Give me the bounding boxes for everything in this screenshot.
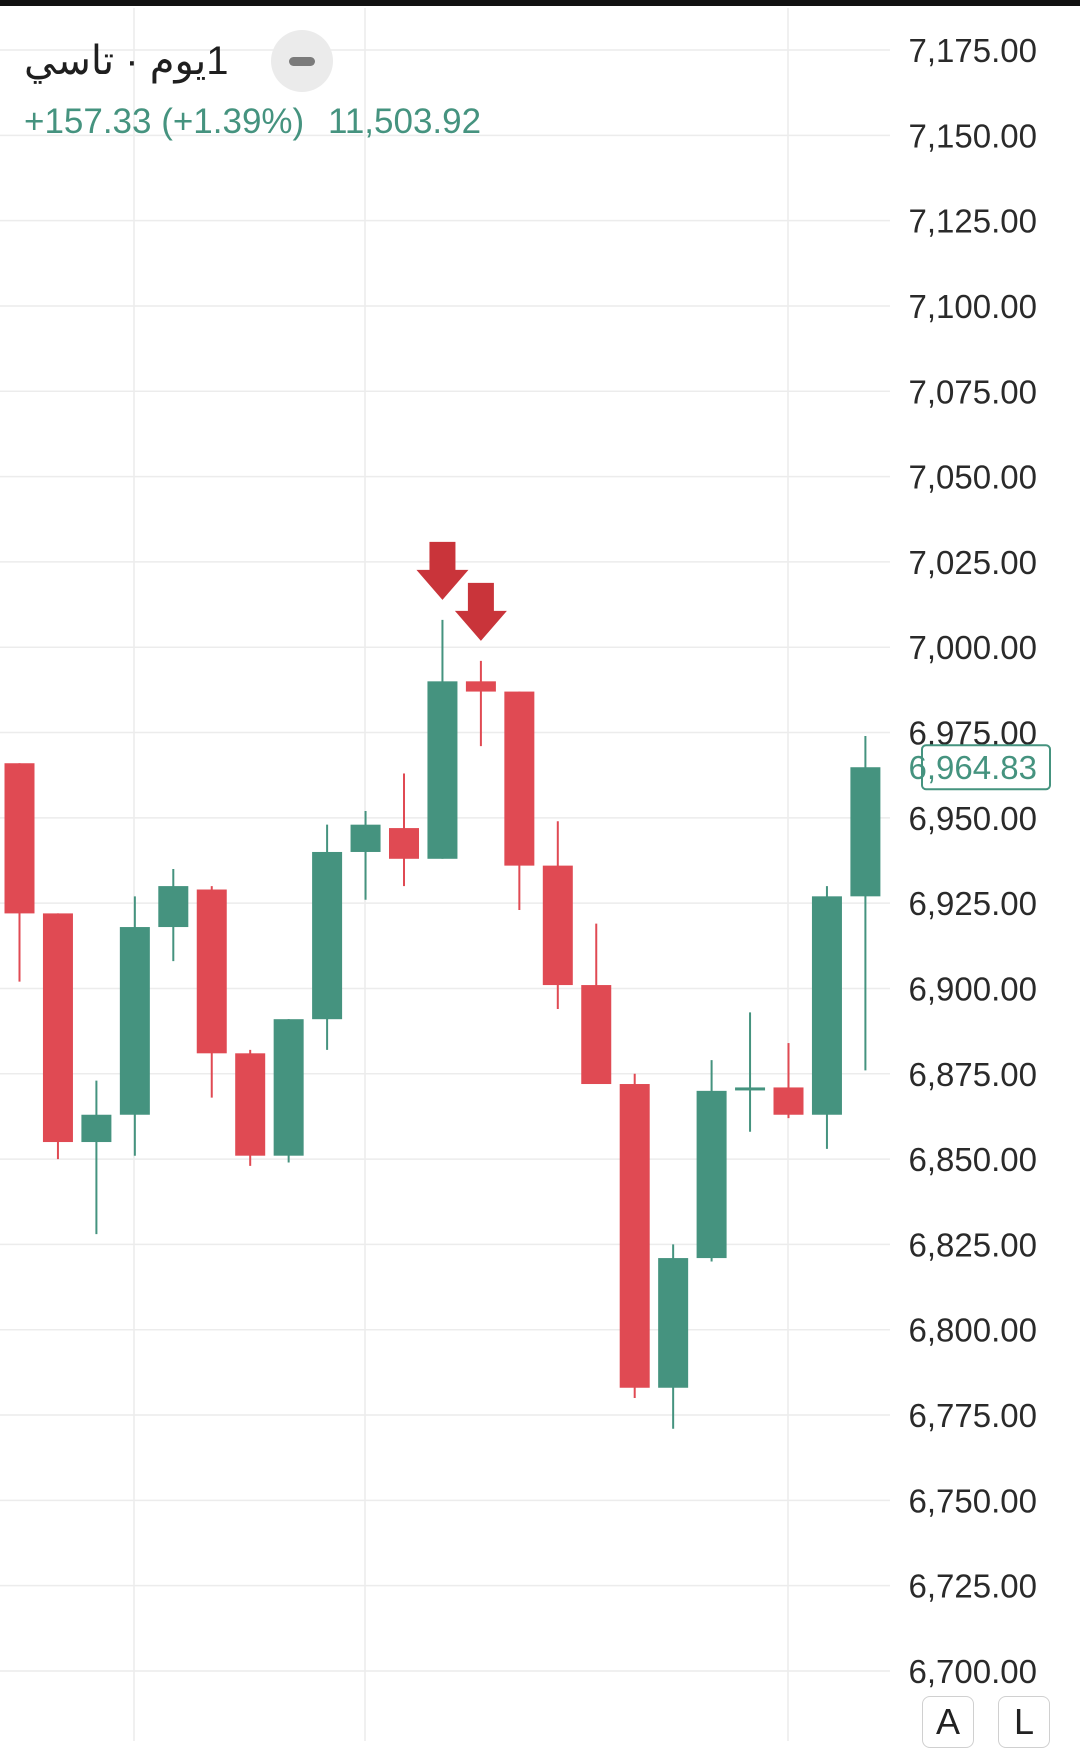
candles (4, 619, 881, 1429)
candle-body (581, 985, 612, 1085)
price-tick-label: 7,125.00 (909, 203, 1037, 240)
price-tick-label: 6,950.00 (909, 800, 1037, 837)
price-tick-label: 6,875.00 (909, 1056, 1037, 1093)
candle-body (619, 1084, 650, 1388)
candle (619, 1073, 650, 1398)
candle-body (542, 865, 573, 986)
price-tick-label: 6,750.00 (909, 1482, 1037, 1519)
price-axis[interactable]: 7,175.00 7,150.00 7,125.00 7,100.00 7,075.00… (909, 32, 1051, 1690)
price-tick-label: 7,100.00 (909, 288, 1037, 325)
candle (4, 763, 35, 982)
price-tick-label: 6,925.00 (909, 885, 1037, 922)
price-tick-label: 6,775.00 (909, 1397, 1037, 1434)
candle-body (850, 767, 881, 897)
candle-body (389, 828, 419, 859)
last-price-box (921, 744, 1051, 791)
candle (465, 660, 496, 747)
candle (696, 1060, 727, 1262)
price-tick-label: 6,700.00 (909, 1653, 1037, 1690)
candle (350, 811, 381, 900)
signal-arrows (416, 541, 507, 641)
candle (811, 886, 842, 1149)
candle (158, 869, 189, 962)
candle-body (158, 886, 189, 928)
minus-icon (288, 56, 315, 66)
candle-body (427, 681, 458, 859)
price-tick-label: 6,725.00 (909, 1568, 1037, 1605)
candle (773, 1043, 804, 1119)
candle (196, 886, 227, 1098)
candle-body (196, 889, 227, 1054)
last-value: 11,503.92 (327, 102, 482, 141)
candle-body (42, 913, 73, 1143)
auto-scale-button[interactable]: A (922, 1696, 974, 1748)
candle (235, 1049, 266, 1166)
candle (658, 1244, 689, 1429)
candle (504, 691, 535, 910)
candle (42, 913, 73, 1160)
candle-body (235, 1053, 266, 1156)
candle (119, 896, 150, 1156)
price-tick-label: 7,050.00 (909, 459, 1037, 496)
price-tick-label: 7,000.00 (909, 629, 1037, 666)
candle-body (119, 927, 150, 1115)
price-tick-label: 7,175.00 (909, 32, 1037, 69)
candle (735, 1012, 766, 1132)
candle-body (4, 763, 35, 914)
candle-body (773, 1087, 804, 1115)
candle (427, 619, 458, 859)
price-tick-label: 7,075.00 (909, 373, 1037, 410)
sell-signal-arrow-icon (416, 541, 469, 600)
candle (581, 923, 612, 1085)
last-price-label: 6,964.83 (909, 749, 1037, 786)
candle-body (273, 1019, 304, 1156)
candle-body (81, 1114, 112, 1143)
grid-lines (0, 8, 890, 1741)
price-change: +157.33 (+1.39%) (24, 102, 305, 141)
candle (542, 821, 573, 1009)
candle-body (696, 1090, 727, 1259)
candle-body (811, 896, 842, 1115)
change-row: +157.33 (+1.39%) 11,503.92 (24, 102, 495, 142)
candle-body (735, 1087, 766, 1091)
chart-title: 1يوم · تاسي (24, 39, 229, 83)
top-edge-bar (0, 0, 1080, 6)
price-tick-label: 7,150.00 (909, 117, 1037, 154)
candle (850, 735, 881, 1071)
collapse-button[interactable] (270, 30, 333, 92)
chart-header: 1يوم · تاسي +157.33 (+1.39%) 11,503.92 (24, 30, 495, 142)
sell-signal-arrow-icon (454, 582, 507, 641)
candle (81, 1080, 112, 1235)
candle (273, 1019, 304, 1163)
price-tick-label: 6,900.00 (909, 970, 1037, 1007)
price-tick-label: 6,850.00 (909, 1141, 1037, 1178)
price-tick-label: 6,800.00 (909, 1312, 1037, 1349)
candle-body (350, 824, 381, 852)
candle (389, 773, 419, 887)
candle-body (504, 691, 535, 866)
candle-body (312, 851, 343, 1020)
candle-body (465, 681, 496, 692)
price-tick-label: 7,025.00 (909, 544, 1037, 581)
log-scale-button[interactable]: L (998, 1696, 1050, 1748)
candle (312, 824, 343, 1050)
candle-body (658, 1258, 689, 1388)
price-tick-label: 6,825.00 (909, 1226, 1037, 1263)
